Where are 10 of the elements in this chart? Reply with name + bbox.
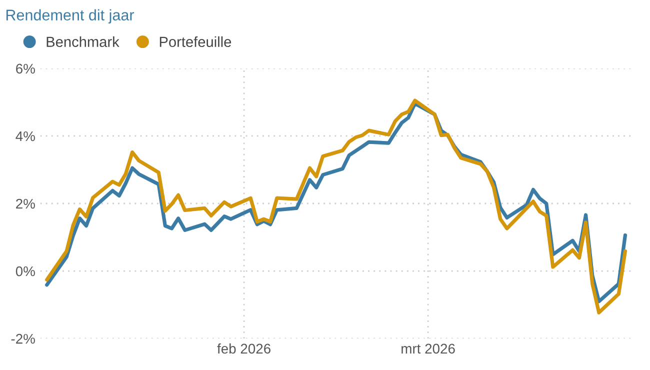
x-tick-label: mrt 2026 — [402, 344, 455, 354]
legend-label: Portefeuille — [160, 36, 232, 48]
y-tick-label: 6% — [16, 64, 35, 74]
x-tick-label: feb 2026 — [217, 343, 270, 354]
legend-label: Benchmark — [46, 36, 120, 48]
y-tick-label: 0% — [16, 266, 35, 276]
y-tick-label: -2% — [11, 334, 35, 344]
y-tick-label: 2% — [16, 198, 35, 209]
y-tick-label: 4% — [16, 131, 35, 142]
chart-title: Rendement dit jaar — [6, 9, 134, 24]
